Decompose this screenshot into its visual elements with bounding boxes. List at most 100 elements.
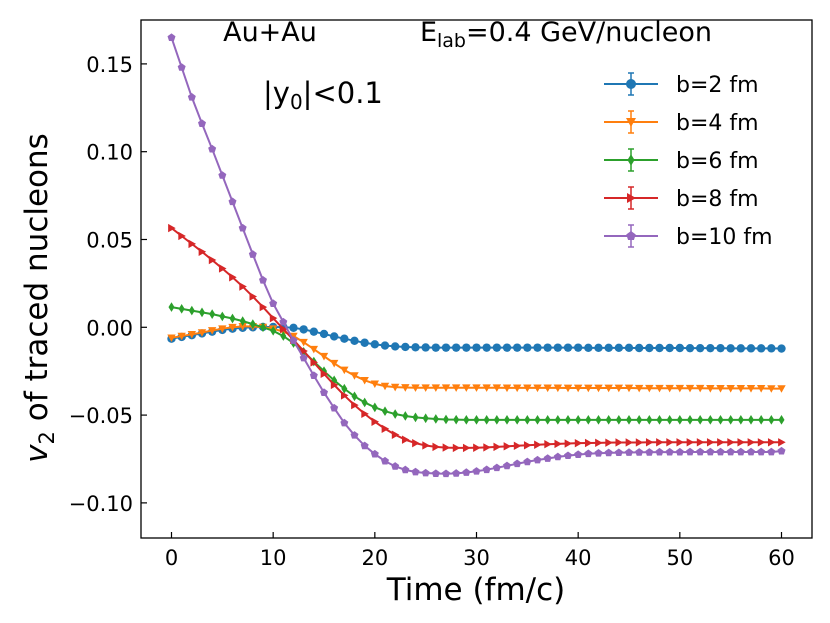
data-point [563, 343, 573, 352]
data-point [340, 418, 349, 427]
data-point [289, 336, 298, 344]
data-point [625, 414, 633, 425]
data-point [747, 438, 756, 447]
data-point [604, 343, 613, 353]
data-point [351, 391, 358, 402]
data-point [685, 343, 695, 353]
data-point [726, 447, 735, 456]
chart-title-energy: Elab=0.4 GeV/nucleon [420, 17, 712, 52]
data-point [422, 413, 429, 424]
data-point [198, 119, 206, 127]
data-point [655, 343, 664, 353]
data-point [463, 414, 470, 425]
data-point [412, 412, 419, 423]
data-point [707, 414, 714, 425]
data-point [432, 442, 441, 452]
data-point [391, 462, 400, 470]
data-point [544, 440, 552, 449]
data-point [239, 282, 247, 291]
data-point [615, 414, 622, 425]
data-point [269, 313, 278, 323]
data-point [686, 447, 694, 456]
data-point [412, 438, 420, 448]
data-point [635, 448, 644, 456]
data-point [340, 391, 349, 400]
data-point [534, 414, 541, 425]
data-point [736, 344, 746, 353]
data-point [778, 438, 786, 447]
data-point [381, 406, 389, 417]
data-point [716, 385, 725, 393]
data-point [229, 273, 237, 282]
x-tick-label: 40 [565, 546, 592, 570]
data-point [401, 384, 410, 392]
data-point [238, 323, 247, 331]
data-point [767, 385, 776, 393]
data-point [371, 402, 378, 413]
data-point [503, 442, 512, 451]
legend-item: b=8 fm [604, 186, 759, 212]
data-point [747, 414, 755, 425]
data-point [350, 431, 359, 439]
data-point [390, 342, 400, 351]
data-point [431, 384, 441, 392]
data-point [320, 388, 328, 397]
legend-item: b=10 fm [604, 224, 773, 250]
series-b-8-fm [168, 223, 786, 453]
data-point [615, 438, 624, 447]
legend-marker [627, 193, 636, 203]
data-point [777, 385, 786, 393]
y-tick-label: −0.05 [69, 404, 133, 428]
data-point [350, 372, 359, 380]
data-point [451, 343, 461, 352]
x-tick-label: 20 [361, 546, 388, 570]
y-axis-label: v2 of traced nucleons [19, 133, 59, 463]
data-point [197, 329, 207, 337]
data-point [634, 343, 644, 353]
data-point [238, 223, 247, 232]
data-point [665, 447, 674, 456]
data-point [695, 343, 705, 353]
data-point [575, 414, 582, 425]
data-point [614, 343, 624, 353]
data-point [625, 438, 634, 447]
data-point [167, 33, 176, 41]
data-point [340, 334, 349, 343]
data-point [482, 465, 491, 474]
x-tick-label: 50 [666, 546, 693, 570]
series-b-6-fm [168, 302, 785, 425]
data-point [584, 449, 593, 458]
data-point [697, 414, 704, 425]
data-point [411, 384, 420, 392]
y-tick-label: 0.10 [86, 141, 133, 165]
data-point [553, 343, 563, 352]
data-point [441, 384, 451, 392]
data-point [513, 441, 522, 451]
data-point [473, 443, 481, 452]
data-point [432, 414, 439, 424]
data-point [757, 447, 766, 456]
data-point [239, 316, 246, 326]
x-tick-label: 30 [463, 546, 490, 570]
data-point [646, 414, 653, 425]
data-point [431, 343, 441, 352]
data-point [360, 376, 369, 385]
data-point [329, 359, 339, 368]
data-point [483, 414, 490, 425]
data-point [208, 255, 217, 265]
data-point [686, 414, 694, 425]
data-point [472, 384, 481, 392]
data-point [625, 448, 633, 456]
data-point [380, 382, 390, 391]
data-point [778, 414, 785, 425]
x-tick-label: 10 [260, 546, 287, 570]
legend-label: b=6 fm [676, 149, 759, 174]
data-point [736, 447, 745, 456]
data-point [584, 343, 593, 353]
data-point [564, 451, 572, 460]
legend: b=2 fm b=4 fm b=6 fm b=8 fm b=10 fm [604, 72, 773, 250]
data-point [533, 343, 542, 352]
data-point [198, 247, 207, 256]
data-point [595, 438, 603, 448]
data-point [279, 324, 288, 334]
